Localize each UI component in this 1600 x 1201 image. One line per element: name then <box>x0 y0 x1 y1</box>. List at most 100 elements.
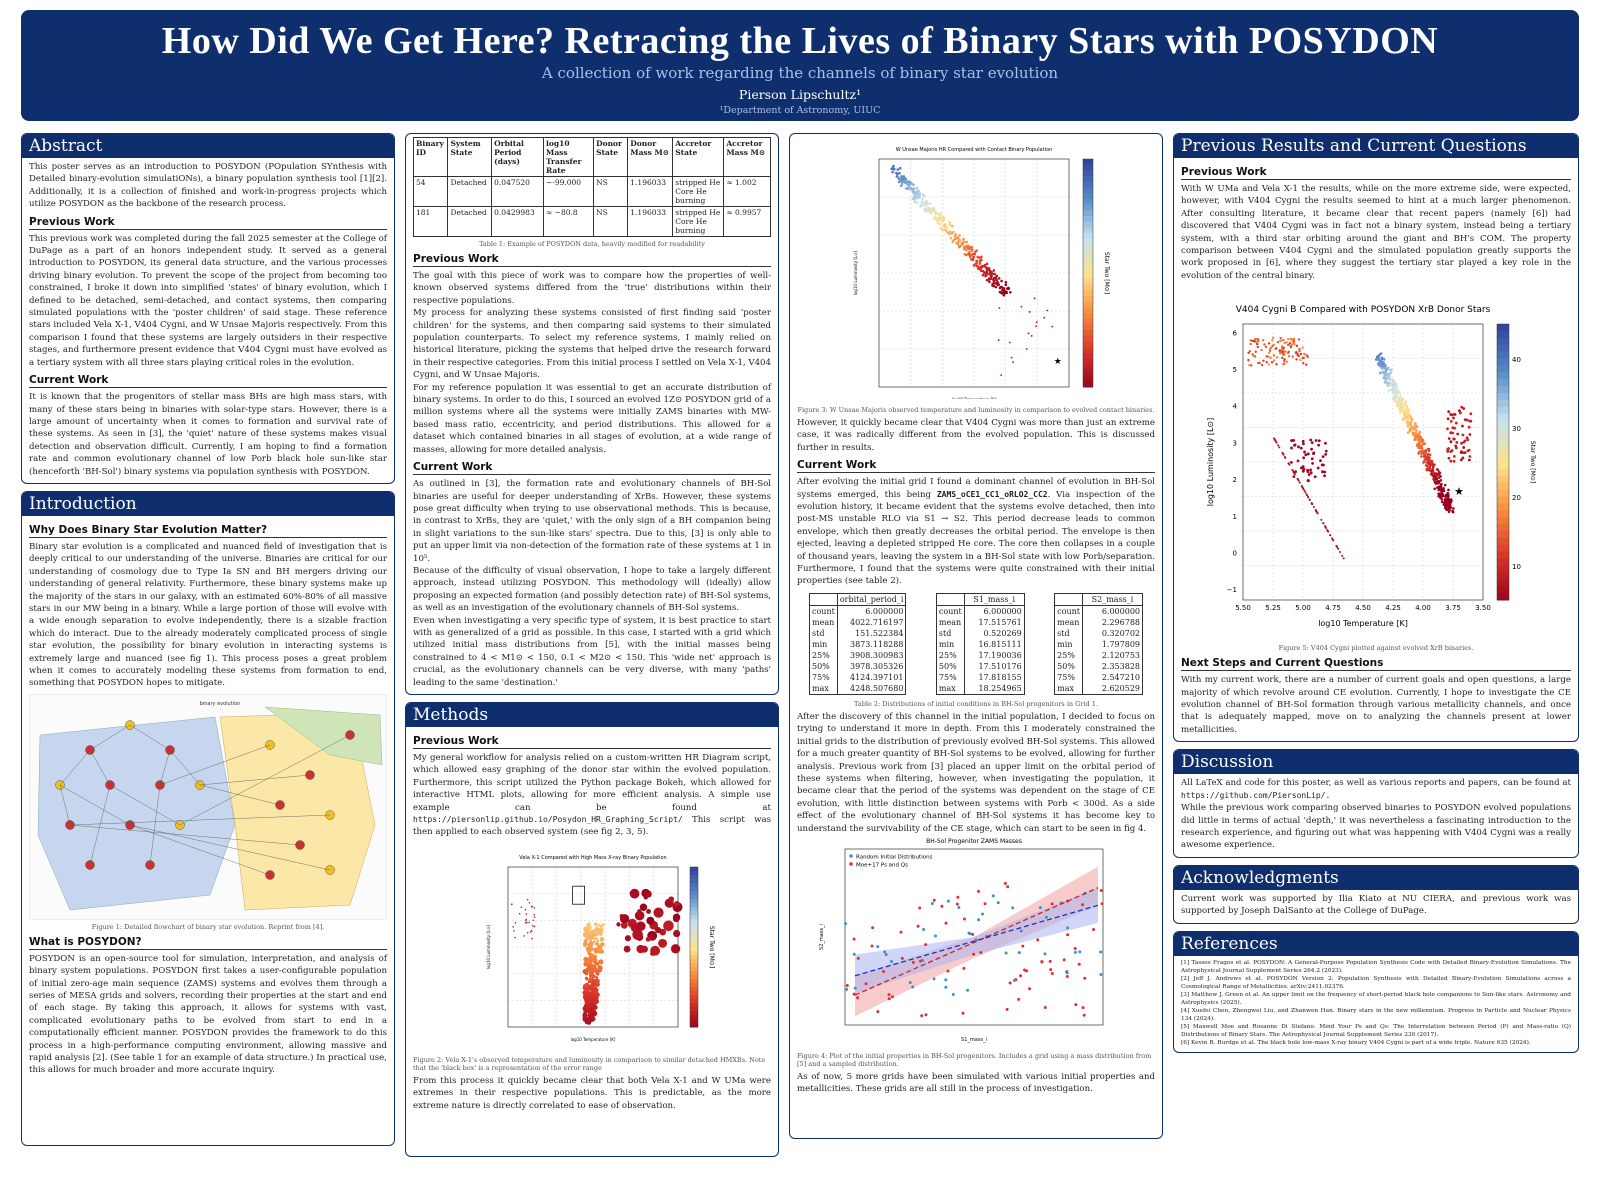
x-axis-label: log10 Temperature [K] <box>1318 619 1408 628</box>
data-point <box>948 230 952 233</box>
data-point <box>1461 456 1465 460</box>
data-point <box>954 233 957 237</box>
flowchart-edge <box>69 814 331 826</box>
colorbar-segment <box>1083 330 1093 337</box>
table-1-cell: ≈ 1.002 <box>723 176 771 207</box>
x-tick-label: 4.00 <box>1415 604 1431 612</box>
data-point <box>958 234 961 237</box>
data-point <box>653 907 664 918</box>
data-point <box>1004 951 1008 955</box>
stats-label: mean <box>936 616 965 628</box>
data-point <box>1446 448 1450 451</box>
data-point <box>1297 479 1300 482</box>
data-point <box>981 264 984 268</box>
colorbar-tick-label: 40 <box>1512 356 1521 364</box>
data-point <box>1028 311 1031 313</box>
data-point <box>1425 464 1429 468</box>
data-point <box>1025 348 1028 350</box>
column-3-box: W Unsae Majoris HR Compared with Contact… <box>789 133 1163 1139</box>
github-url[interactable]: https://github.com/PiersonLip/. <box>1181 790 1331 800</box>
data-point <box>968 250 971 254</box>
colorbar-segment <box>690 994 698 1000</box>
data-point <box>981 273 985 277</box>
data-point <box>1396 396 1399 400</box>
data-point <box>1310 441 1314 445</box>
data-point <box>597 923 601 927</box>
col2-prev-heading: Previous Work <box>413 251 771 267</box>
data-point <box>635 921 646 931</box>
stats-value: 17.818155 <box>978 672 1022 682</box>
data-point <box>1279 339 1283 343</box>
colorbar-frame <box>689 866 699 1028</box>
stats-label: 75% <box>936 671 965 683</box>
data-point <box>1284 350 1287 354</box>
discussion-text-1: All LaTeX and code for this poster, as w… <box>1181 778 1571 789</box>
data-point <box>1293 443 1297 447</box>
data-point <box>1419 436 1423 440</box>
data-point <box>1386 381 1389 385</box>
data-point <box>1424 450 1427 453</box>
data-point <box>1312 452 1315 456</box>
data-point <box>978 261 982 265</box>
colorbar-segment <box>1497 358 1509 367</box>
col3-text-4: As of now, 5 more grids have been simula… <box>797 1071 1155 1095</box>
data-point <box>1099 950 1103 954</box>
colorbar-segment <box>1497 434 1509 443</box>
data-point <box>1415 444 1419 448</box>
data-point <box>1408 429 1412 433</box>
data-point <box>1448 508 1451 512</box>
data-point <box>588 961 592 964</box>
x-tick-label: 4.50 <box>1355 604 1371 612</box>
data-point <box>1321 470 1324 474</box>
data-point <box>1292 439 1296 443</box>
colorbar-segment <box>1083 295 1093 302</box>
col3-text-3: After the discovery of this channel in t… <box>797 711 1155 834</box>
colorbar-segment <box>1497 448 1509 456</box>
data-point <box>1391 392 1395 395</box>
data-point <box>961 1011 965 1015</box>
data-point <box>929 210 932 214</box>
colorbar-segment <box>1497 579 1509 587</box>
data-point <box>1456 432 1460 436</box>
data-point <box>997 277 1001 280</box>
colorbar-segment <box>690 918 698 924</box>
data-point <box>932 206 936 210</box>
data-point <box>844 922 848 926</box>
stats-label: mean <box>1054 616 1083 628</box>
data-point <box>1459 411 1462 415</box>
data-point <box>1388 384 1391 388</box>
methods-url[interactable]: https://piersonlip.github.io/Posydon_HR_… <box>413 815 683 825</box>
data-point <box>595 933 598 937</box>
data-point <box>1073 950 1077 954</box>
data-point <box>932 977 936 981</box>
colorbar-segment <box>1497 524 1509 532</box>
table-1-header: Donor State <box>593 137 629 177</box>
data-point <box>916 201 919 204</box>
data-point <box>1323 470 1327 474</box>
data-point <box>1402 406 1405 409</box>
colorbar-segment <box>690 946 698 952</box>
data-point <box>903 176 906 179</box>
data-point <box>1468 419 1472 423</box>
data-point <box>1452 437 1456 441</box>
data-point <box>892 164 895 168</box>
data-point <box>1005 287 1009 290</box>
data-point <box>528 901 531 904</box>
table-1-header: Donor Mass M⊙ <box>627 137 674 177</box>
data-point <box>852 952 856 956</box>
fit-line-blue <box>854 904 1099 977</box>
data-point <box>1292 341 1295 344</box>
data-point <box>1317 443 1321 447</box>
data-point <box>1407 417 1411 421</box>
colorbar-segment <box>690 1018 698 1024</box>
data-point <box>1426 453 1430 456</box>
data-point <box>883 950 887 954</box>
poster-title: How Did We Get Here? Retracing the Lives… <box>161 20 1439 62</box>
data-point <box>922 927 926 931</box>
colorbar-segment <box>1497 572 1509 581</box>
col2-cur-2: Because of the difficulty of visual obse… <box>413 565 771 614</box>
colorbar-segment <box>1083 227 1093 234</box>
data-point <box>892 167 896 171</box>
affiliation: ¹Department of Astronomy, UIUC <box>719 105 881 116</box>
colorbar-segment <box>1497 489 1509 498</box>
